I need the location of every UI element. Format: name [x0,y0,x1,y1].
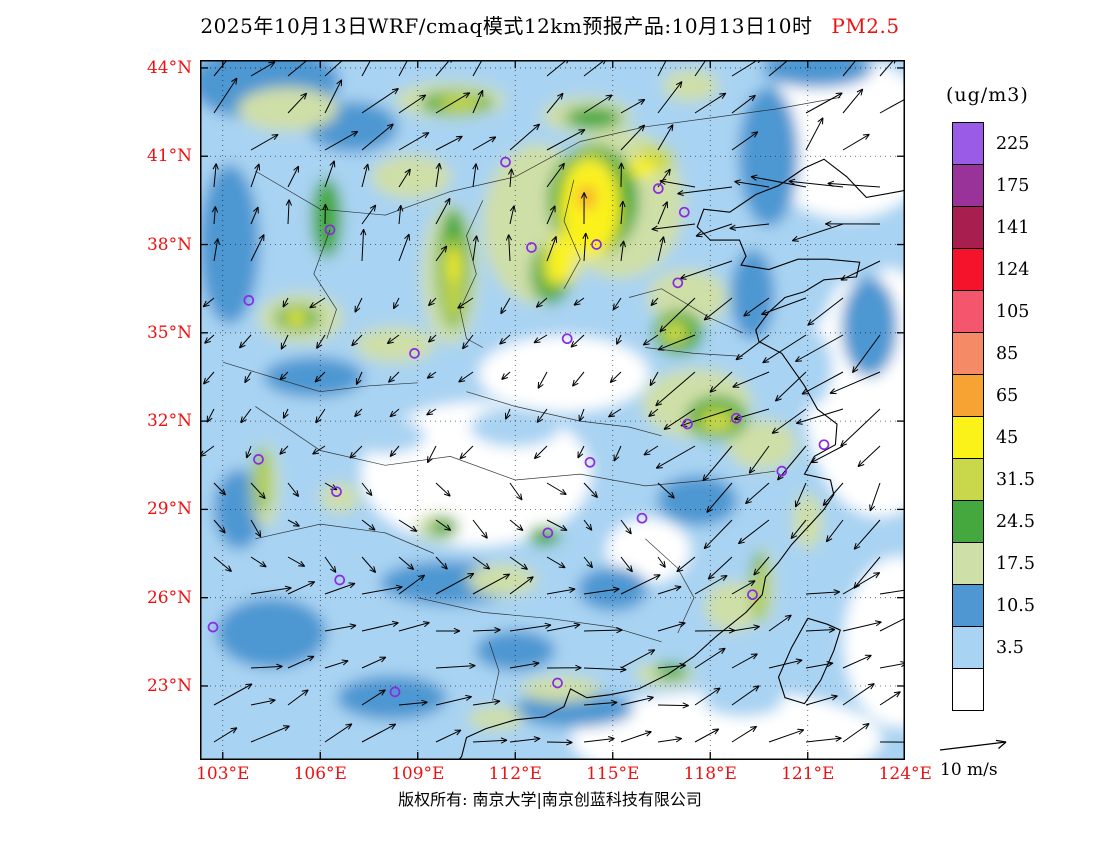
wind-arrows-layer [200,60,905,746]
lon-label: 109°E [391,764,445,784]
map-border [200,60,905,760]
wind-reference: 10 m/s [934,736,1054,780]
station-marker [682,418,693,430]
lat-label: 32°N [146,411,192,432]
station-marker [552,677,563,689]
colorbar-level-label: 3.5 [996,638,1024,658]
colorbar-level-label: 225 [996,134,1030,154]
colorbar-segment [953,375,983,417]
wind-reference-label: 10 m/s [940,760,998,780]
colorbar-segment [953,165,983,207]
station-marker [747,589,758,601]
colorbar-level-label: 85 [996,344,1019,364]
station-marker [652,183,664,194]
graticule-layer [200,60,905,760]
title-main: 2025年10月13日WRF/cmaq模式12km预报产品:10月13日10时 [200,14,813,38]
lon-label: 106°E [293,764,347,784]
station-marker [678,206,690,218]
lon-label: 112°E [488,764,542,784]
colorbar-segment [953,585,983,627]
colorbar-level-label: 141 [996,218,1030,238]
map-frame [200,60,905,760]
lat-label: 26°N [146,587,192,608]
colorbar-level-label: 17.5 [996,554,1035,574]
station-marker [253,454,264,465]
lon-label: 118°E [683,764,737,784]
station-marker [776,465,788,477]
lat-label: 35°N [146,322,192,343]
colorbar-segment [953,333,983,375]
colorbar-segment [953,501,983,543]
colorbar-level-label: 175 [996,176,1030,196]
colorbar-segment [953,543,983,585]
wind-reference-arrow-icon [939,739,1007,751]
station-marker [500,156,511,168]
colorbar-segment [953,249,983,291]
station-marker [591,239,602,250]
lon-label: 124°E [878,764,932,784]
colorbar-level-label: 31.5 [996,470,1035,490]
lon-label: 103°E [196,764,250,784]
boundaries-layer [222,97,905,760]
station-marker [324,224,336,236]
colorbar-level-label: 10.5 [996,596,1035,616]
legend-unit-label: (ug/m3) [946,84,1029,106]
station-marker [730,412,742,424]
station-marker [207,621,219,633]
colorbar-level-label: 65 [996,386,1019,406]
station-markers-layer [207,156,830,698]
latitude-axis: 44°N 41°N 38°N 35°N 32°N 29°N 26°N 23°N [126,57,192,760]
colorbar [952,122,984,711]
lat-label: 23°N [146,675,192,696]
title-species: PM2.5 [831,14,900,38]
colorbar-segment [953,291,983,333]
colorbar-segment [953,627,983,669]
station-marker [243,295,255,306]
lon-label: 115°E [586,764,640,784]
station-marker [584,456,596,468]
colorbar-level-label: 24.5 [996,512,1035,532]
page-title: 2025年10月13日WRF/cmaq模式12km预报产品:10月13日10时 … [0,10,1100,39]
station-marker [334,574,346,586]
colorbar-legend: (ug/m3) 225 175 141 124 105 85 65 45 31.5 24.5 17.… [946,84,1098,711]
station-marker [409,348,420,359]
station-marker [672,277,684,289]
colorbar-segment [953,123,983,165]
colorbar-level-label: 124 [996,260,1030,280]
pm25-field-layer [200,60,905,760]
station-marker [526,242,537,253]
colorbar-level-label: 45 [996,428,1019,448]
lat-label: 41°N [146,146,192,167]
forecast-map [200,60,905,760]
station-marker [818,439,830,451]
lon-label: 121°E [781,764,835,784]
lat-label: 44°N [146,57,192,78]
station-marker [636,512,648,524]
lat-label: 38°N [146,234,192,255]
station-marker [542,527,554,539]
station-marker [331,486,342,498]
colorbar-segment [953,669,983,710]
colorbar-segment [953,417,983,459]
station-marker [561,333,573,345]
colorbar-segment [953,207,983,249]
longitude-axis: 103°E 106°E 109°E 112°E 115°E 118°E 121°E 124°E [196,764,932,790]
lat-label: 29°N [146,499,192,520]
station-marker [389,686,401,698]
colorbar-level-label: 105 [996,302,1030,322]
copyright-footer: 版权所有: 南京大学|南京创蓝科技有限公司 [398,790,702,809]
colorbar-wrap: 225 175 141 124 105 85 65 45 31.5 24.5 17.5 10.5 3.5 [952,122,1098,711]
colorbar-segment [953,459,983,501]
